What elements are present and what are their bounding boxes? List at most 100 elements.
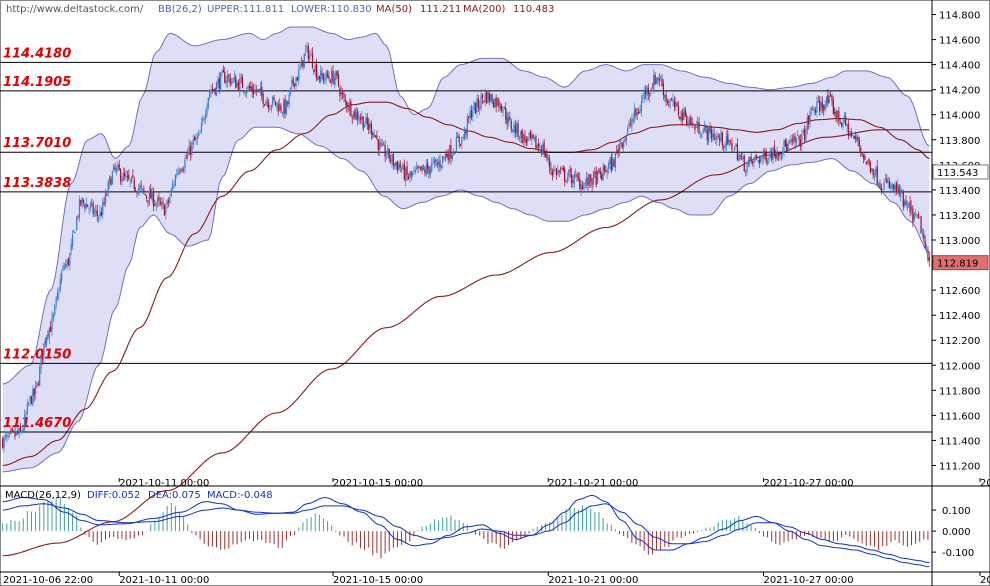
candle: [599, 167, 601, 179]
candle: [753, 156, 755, 169]
candle-body: [418, 166, 421, 168]
candle-body: [39, 367, 41, 386]
candle: [694, 125, 696, 134]
candle: [141, 187, 144, 194]
candle-body: [817, 101, 819, 103]
macd-tick-label: 0.100: [942, 506, 971, 517]
candle: [594, 167, 596, 179]
candle-body: [551, 171, 553, 176]
candle-body: [906, 205, 909, 208]
candle-body: [569, 169, 571, 172]
candle: [697, 116, 699, 133]
candle: [320, 65, 322, 84]
candle: [509, 111, 511, 121]
candle-body: [144, 193, 146, 196]
candle-body: [414, 169, 416, 173]
site-url[interactable]: http://www.deltastock.com/: [6, 4, 144, 15]
candle: [214, 87, 216, 96]
candle: [392, 151, 394, 170]
candle-body: [243, 90, 245, 92]
candle: [661, 74, 663, 87]
candle: [414, 166, 416, 175]
candle: [566, 172, 569, 184]
candle: [241, 74, 244, 89]
candle: [337, 70, 340, 88]
candle: [595, 166, 597, 188]
candle-body: [214, 88, 216, 95]
candle-body: [517, 123, 519, 138]
candle: [416, 161, 418, 171]
candle: [498, 97, 500, 112]
candle-body: [394, 163, 396, 167]
candle-body: [899, 189, 902, 197]
candle-body: [565, 180, 567, 182]
candle-body: [107, 181, 109, 193]
candle: [542, 140, 544, 155]
candle: [63, 262, 65, 271]
candle: [26, 398, 28, 416]
candle-body: [590, 174, 592, 182]
candle-body: [145, 196, 148, 199]
candle-body: [447, 154, 449, 161]
candle-body: [73, 230, 75, 233]
candle-body: [288, 94, 290, 104]
candle: [185, 153, 187, 160]
candle-body: [362, 116, 364, 129]
candle: [690, 114, 692, 126]
candle-body: [520, 130, 522, 139]
candle-body: [559, 169, 562, 171]
candle: [237, 79, 240, 91]
candle: [488, 90, 490, 106]
candle: [413, 166, 415, 175]
candle-body: [908, 203, 910, 206]
candle: [313, 69, 315, 75]
candle: [277, 99, 279, 116]
candle: [481, 92, 484, 105]
candle: [588, 173, 590, 189]
candle-body: [435, 160, 437, 162]
candle-body: [797, 134, 799, 136]
candle: [450, 138, 452, 165]
candle-body: [538, 143, 540, 148]
candle-body: [734, 147, 736, 151]
candle: [266, 97, 268, 108]
candle: [790, 134, 792, 146]
candle-body: [732, 151, 734, 152]
candle-body: [405, 168, 407, 181]
candle: [850, 127, 852, 139]
candle-body: [406, 165, 408, 176]
candle: [729, 139, 732, 145]
candle: [51, 311, 53, 337]
candle: [802, 128, 804, 136]
candle-body: [660, 77, 662, 80]
candle-body: [769, 151, 771, 158]
candle-body: [448, 145, 451, 161]
candle: [601, 171, 603, 181]
candle-body: [666, 100, 669, 103]
candle-body: [122, 172, 124, 181]
candle-body: [761, 157, 763, 159]
candle-body: [658, 79, 660, 81]
candle-body: [729, 140, 732, 142]
candle: [355, 106, 357, 121]
candle: [379, 135, 381, 157]
candle-body: [377, 139, 379, 151]
candle-body: [108, 176, 111, 184]
candle: [777, 152, 780, 161]
candle: [650, 87, 652, 96]
candle: [85, 197, 87, 209]
candle-body: [269, 107, 271, 111]
candle: [787, 140, 789, 152]
candle-body: [554, 169, 556, 171]
candle-body: [136, 193, 138, 195]
candle: [750, 153, 752, 165]
candle-body: [898, 186, 900, 195]
candle: [821, 96, 824, 114]
candle-body: [561, 168, 563, 169]
candle: [346, 100, 348, 113]
candle-body: [858, 140, 861, 147]
candle: [302, 60, 304, 70]
candle-body: [813, 109, 815, 112]
candle-body: [649, 92, 651, 97]
